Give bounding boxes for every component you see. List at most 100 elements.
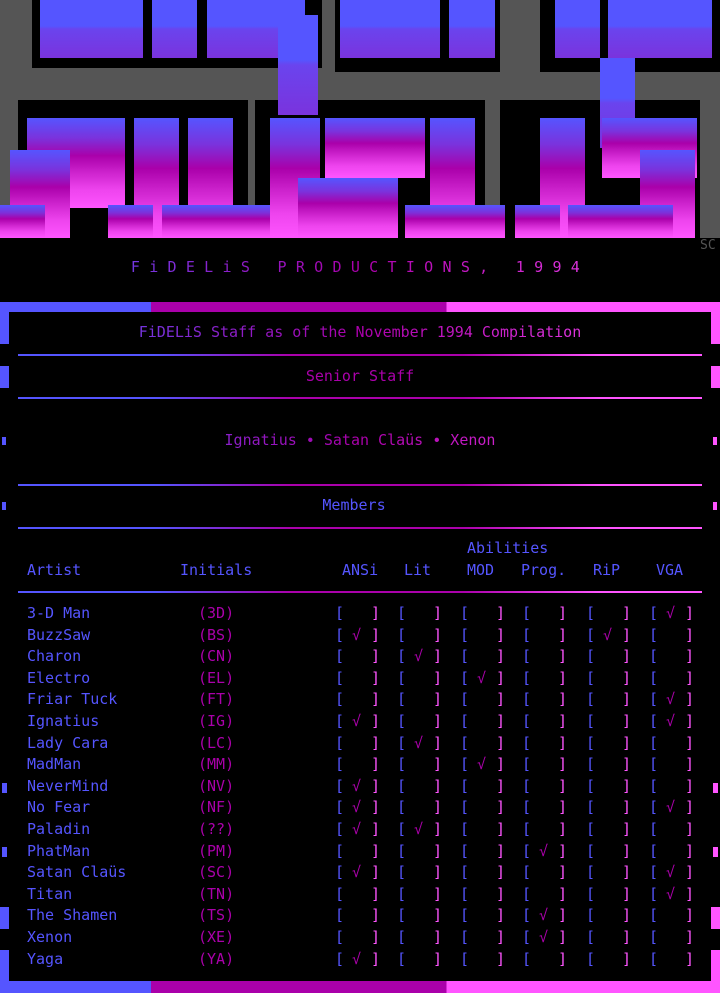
bracket-right: ]: [496, 884, 506, 903]
bracket-right: ]: [496, 625, 506, 644]
bracket-right: ]: [371, 798, 381, 817]
artist-name: Xenon: [27, 928, 73, 946]
check-icon: √: [352, 625, 362, 644]
table-row: Titan (TN) [] [] [] [] [] [√]: [0, 885, 720, 906]
bracket-right: ]: [496, 928, 506, 946]
bracket-left: [: [460, 906, 470, 925]
bracket-right: ]: [371, 668, 381, 687]
bracket-right: ]: [496, 712, 506, 730]
check-icon: √: [352, 776, 362, 795]
bracket-right: ]: [433, 928, 443, 946]
table-row: 3-D Man (3D) [] [] [] [] [] [√]: [0, 604, 720, 625]
artist-initials: (BS): [198, 625, 235, 644]
bracket-right: ]: [371, 647, 381, 666]
frame-right-marker: [713, 783, 718, 793]
bracket-left: [: [460, 820, 470, 838]
bracket-right: ]: [558, 647, 568, 666]
bracket-left: [: [335, 949, 345, 968]
bracket-left: [: [397, 690, 407, 709]
frame-left-edge-bottom: [0, 950, 9, 981]
bracket-left: [: [397, 884, 407, 903]
bracket-left: [: [460, 668, 470, 687]
frame-left-marker: [2, 783, 7, 793]
divider: [18, 484, 702, 486]
bracket-right: ]: [622, 820, 632, 838]
bracket-right: ]: [685, 949, 695, 968]
bracket-left: [: [522, 755, 532, 774]
bracket-left: [: [649, 906, 659, 925]
bracket-left: [: [649, 928, 659, 946]
bracket-right: ]: [685, 820, 695, 838]
bracket-left: [: [397, 906, 407, 925]
bracket-left: [: [649, 755, 659, 774]
bracket-left: [: [649, 712, 659, 730]
bracket-left: [: [586, 776, 596, 795]
bracket-right: ]: [433, 690, 443, 709]
bracket-right: ]: [622, 863, 632, 882]
frame-bottom-bar: [0, 981, 720, 993]
bracket-left: [: [335, 625, 345, 644]
bracket-left: [: [586, 733, 596, 752]
bracket-left: [: [522, 863, 532, 882]
bracket-right: ]: [433, 949, 443, 968]
bracket-left: [: [586, 690, 596, 709]
bracket-left: [: [649, 949, 659, 968]
frame-right-marker: [713, 847, 718, 857]
bracket-left: [: [460, 690, 470, 709]
bracket-left: [: [397, 841, 407, 860]
artist-initials: (XE): [198, 928, 235, 946]
divider: [18, 527, 702, 529]
frame-top-bar: [0, 302, 720, 312]
check-icon: √: [666, 798, 676, 817]
bracket-left: [: [335, 841, 345, 860]
bracket-left: [: [397, 604, 407, 622]
artist-name: Ignatius: [27, 712, 100, 730]
bracket-left: [: [522, 884, 532, 903]
table-row: Xenon (XE) [] [] [] [√] [] []: [0, 928, 720, 949]
mod-column-header: MOD: [467, 561, 495, 579]
bracket-right: ]: [496, 776, 506, 795]
bracket-left: [: [649, 884, 659, 903]
bracket-left: [: [335, 755, 345, 774]
check-icon: √: [666, 604, 676, 622]
rip-column-header: RiP: [593, 561, 621, 579]
divider: [18, 354, 702, 356]
bracket-left: [: [649, 863, 659, 882]
bracket-right: ]: [622, 625, 632, 644]
bracket-left: [: [522, 820, 532, 838]
frame-right-marker: [713, 437, 717, 445]
bracket-left: [: [586, 668, 596, 687]
check-icon: √: [414, 647, 424, 666]
bracket-left: [: [397, 712, 407, 730]
artist-name: 3-D Man: [27, 604, 91, 622]
artist-name: Titan: [27, 884, 73, 903]
bracket-right: ]: [685, 798, 695, 817]
bracket-left: [: [649, 668, 659, 687]
frame-left-marker: [2, 502, 6, 510]
frame-right-edge-bottom: [711, 950, 720, 981]
bracket-right: ]: [558, 604, 568, 622]
frame-right-marker: [711, 366, 720, 388]
bracket-right: ]: [496, 820, 506, 838]
bracket-right: ]: [433, 647, 443, 666]
bracket-left: [: [397, 863, 407, 882]
bracket-right: ]: [685, 928, 695, 946]
bracket-right: ]: [558, 928, 568, 946]
table-row: PhatMan (PM) [] [] [] [√] [] []: [0, 842, 720, 863]
bracket-right: ]: [371, 733, 381, 752]
bracket-left: [: [397, 820, 407, 838]
bracket-right: ]: [685, 884, 695, 903]
bracket-left: [: [460, 712, 470, 730]
bracket-right: ]: [371, 884, 381, 903]
members-heading: Members: [322, 496, 386, 514]
bracket-right: ]: [622, 928, 632, 946]
table-row: MadMan (MM) [] [] [√] [] [] []: [0, 755, 720, 776]
check-icon: √: [603, 625, 613, 644]
bracket-right: ]: [622, 668, 632, 687]
bracket-right: ]: [496, 949, 506, 968]
bracket-left: [: [460, 884, 470, 903]
table-row: Lady Cara (LC) [] [√] [] [] [] []: [0, 734, 720, 755]
bracket-left: [: [460, 755, 470, 774]
bracket-right: ]: [622, 733, 632, 752]
table-row: Ignatius (IG) [√] [] [] [] [] [√]: [0, 712, 720, 733]
